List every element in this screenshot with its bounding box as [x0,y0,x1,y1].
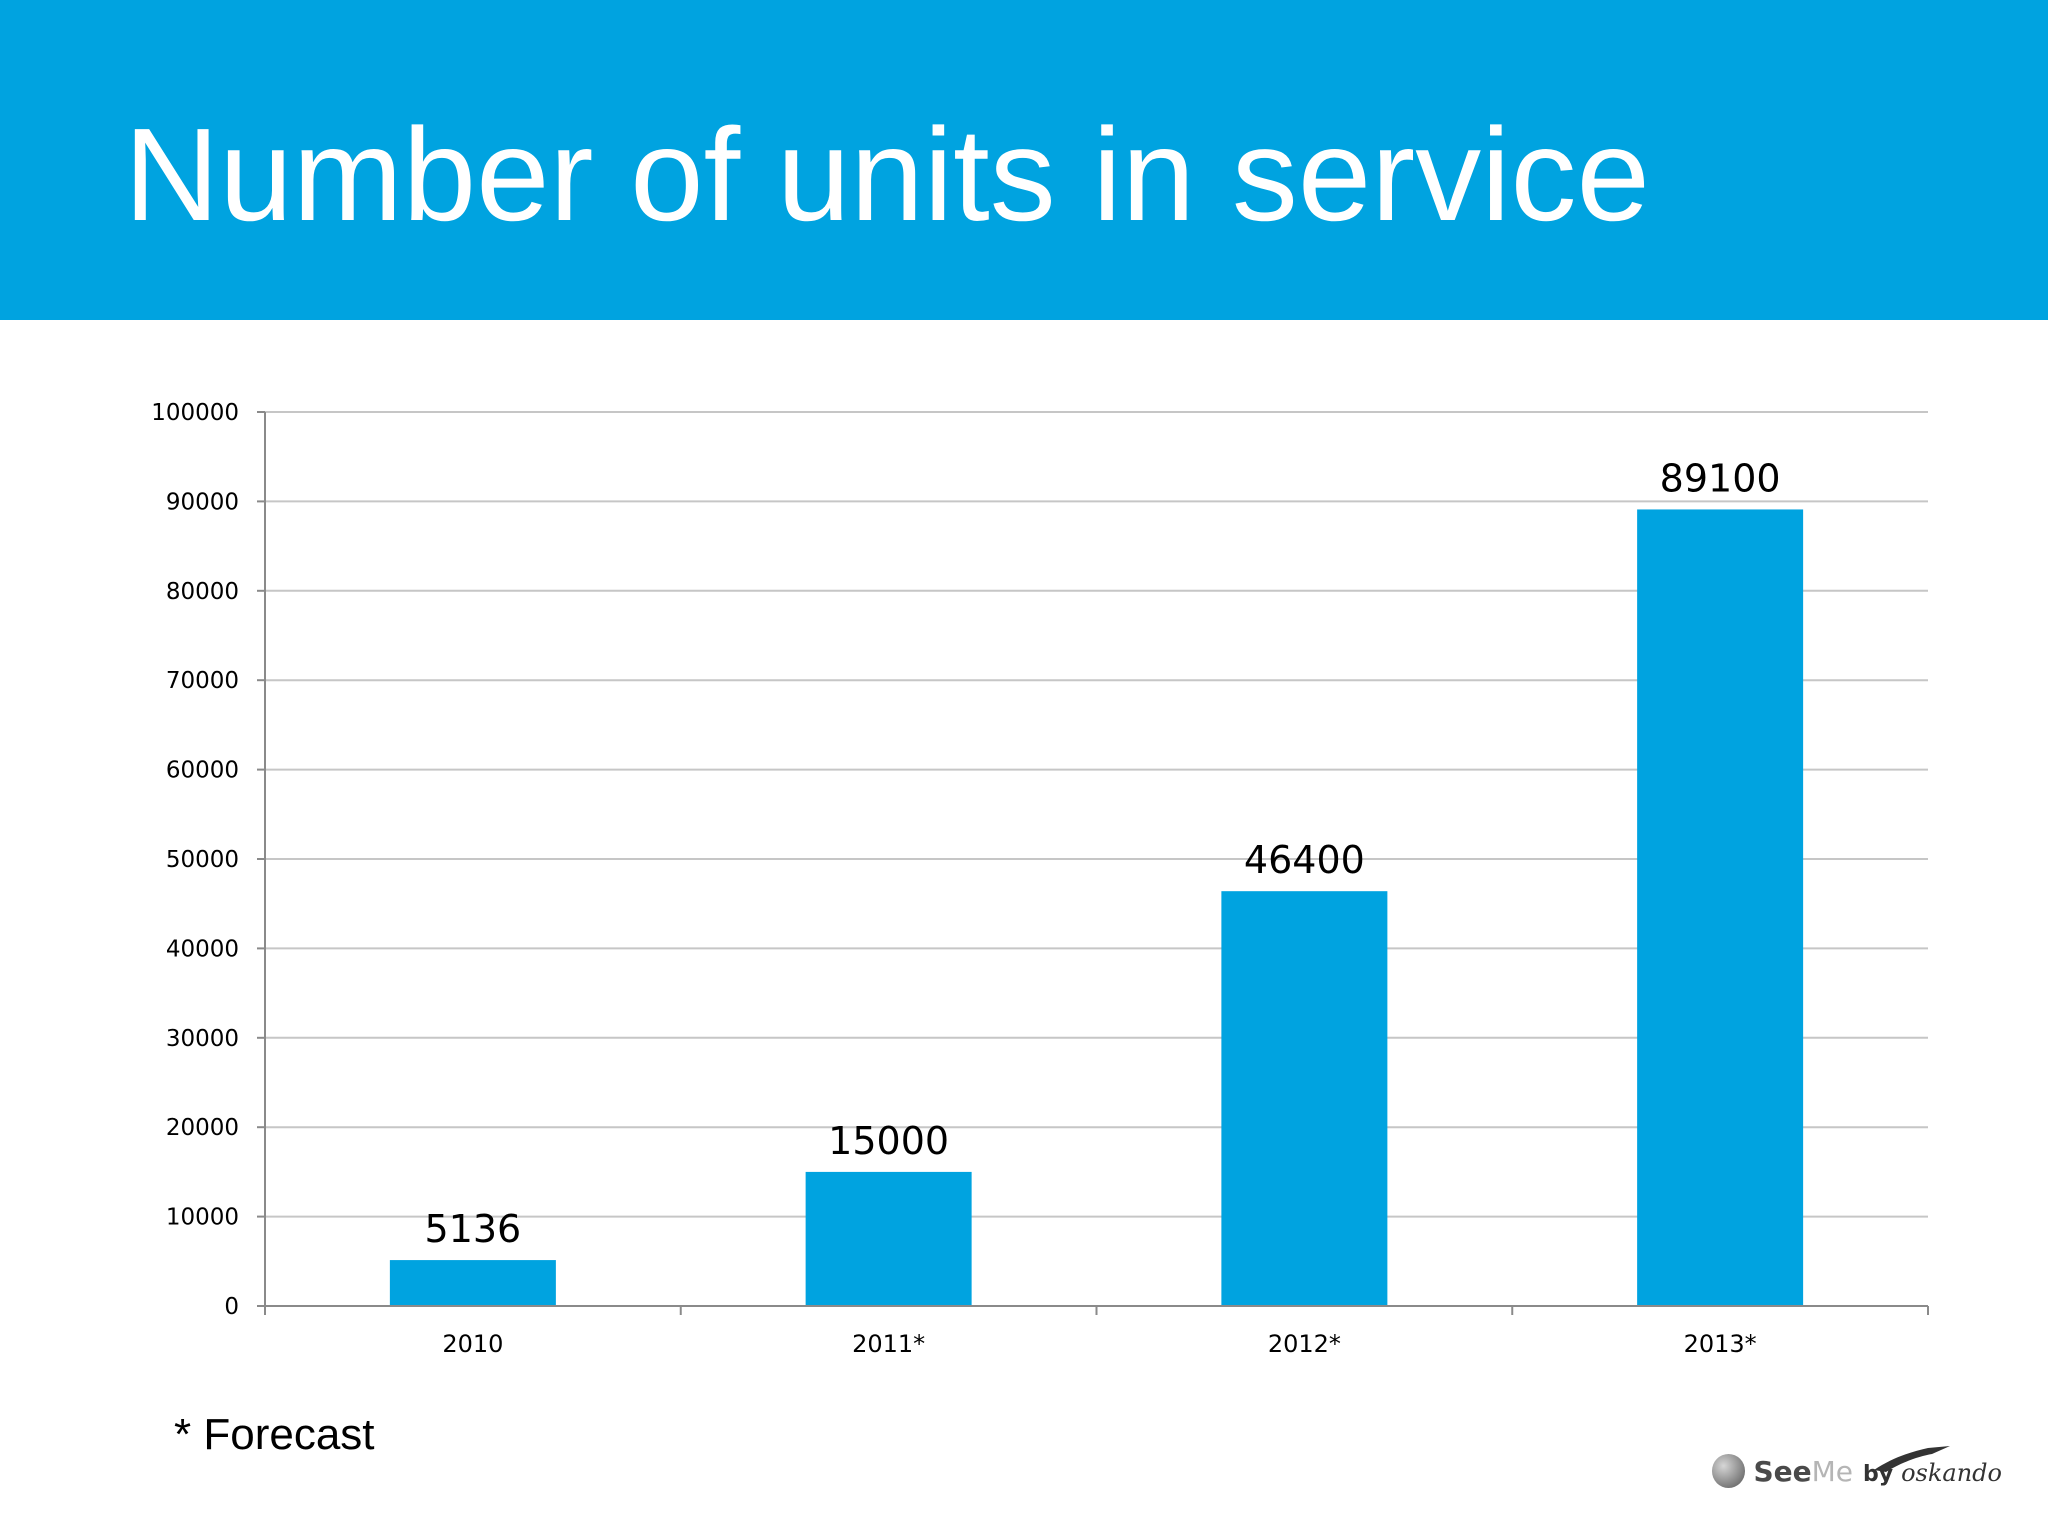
bars [389,509,1804,1306]
forecast-footnote: * Forecast [174,1410,375,1459]
title-banner: Number of units in service [0,0,2048,320]
data-label: 89100 [1660,456,1781,500]
logo-me-text: Me [1811,1454,1854,1488]
y-tick-label: 10000 [166,1205,239,1231]
data-label: 46400 [1244,838,1365,882]
globe-icon [1712,1454,1746,1488]
y-tick-label: 0 [224,1294,239,1320]
logo-see-text: See [1753,1454,1812,1488]
y-tick-label: 70000 [166,668,239,694]
logo-brand-text: oskando [1901,1459,2002,1487]
bird-icon [1874,1446,1950,1472]
bar [1637,509,1804,1306]
y-tick-label: 30000 [166,1026,239,1052]
x-tick-label: 2011* [852,1330,925,1358]
y-tick-label: 60000 [166,758,239,784]
y-tick-label: 100000 [151,400,239,426]
data-label: 5136 [425,1207,522,1251]
bar [1221,891,1388,1306]
y-tick-label: 90000 [166,489,239,515]
bar [805,1171,972,1306]
x-tick-label: 2010 [442,1330,503,1358]
slide-title: Number of units in service [124,101,1650,248]
x-tick-label: 2012* [1268,1330,1341,1358]
labels: 0 10000 20000 30000 40000 50000 60000 70000 8000… [151,400,1780,1358]
x-tick-label: 2013* [1684,1330,1757,1358]
y-tick-label: 40000 [166,936,239,962]
y-tick-label: 20000 [166,1115,239,1141]
data-label: 15000 [828,1119,949,1163]
seeme-by-oskando-logo: See Me by oskando [1712,1442,2002,1500]
bar [389,1260,556,1306]
y-tick-label: 50000 [166,847,239,873]
axes [257,411,1929,1315]
y-tick-label: 80000 [166,579,239,605]
